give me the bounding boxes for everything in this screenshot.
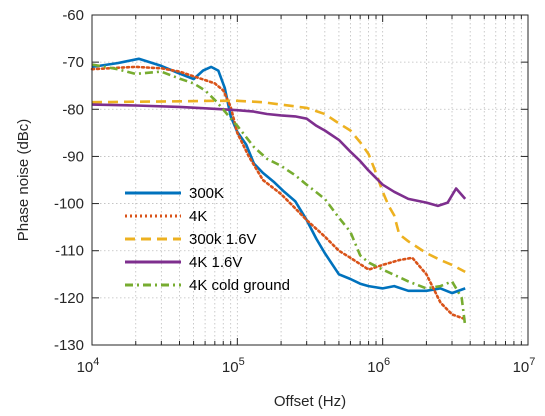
y-tick-label: -110 (55, 243, 84, 260)
x-tick-label: 105 (222, 356, 245, 376)
legend-label-4: 4K cold ground (189, 277, 290, 294)
x-axis-label: Offset (Hz) (274, 393, 346, 410)
y-tick-label: -130 (54, 337, 84, 354)
legend-label-0: 300K (189, 185, 224, 202)
legend-label-2: 300k 1.6V (189, 231, 257, 248)
series-line-4 (91, 63, 467, 327)
tick-labels: -60 -70 -80 -90 -100 -110 -120 -130 104 105 106 107 (54, 7, 535, 376)
y-tick-label: -120 (54, 290, 84, 307)
legend-label-1: 4K (189, 208, 207, 225)
series-line-1 (90, 65, 467, 321)
y-axis-label: Phase noise (dBc) (15, 119, 32, 242)
y-tick-label: -90 (62, 148, 84, 165)
series-line-2 (91, 99, 466, 274)
y-tick-label: -100 (54, 196, 84, 213)
plot-area (92, 15, 528, 345)
grid (92, 15, 528, 345)
series-layer (90, 57, 467, 327)
x-tick-label: 107 (513, 356, 536, 376)
x-tick-label: 106 (367, 356, 390, 376)
y-tick-label: -60 (62, 7, 84, 24)
y-tick-label: -70 (62, 54, 84, 71)
legend: 300K 4K 300k 1.6V 4K 1.6V 4K cold ground (125, 185, 290, 294)
y-tick-label: -80 (62, 101, 84, 118)
legend-label-3: 4K 1.6V (189, 254, 242, 271)
plot-frame (91, 14, 529, 346)
x-tick-label: 104 (77, 356, 100, 376)
ticks (92, 14, 528, 346)
